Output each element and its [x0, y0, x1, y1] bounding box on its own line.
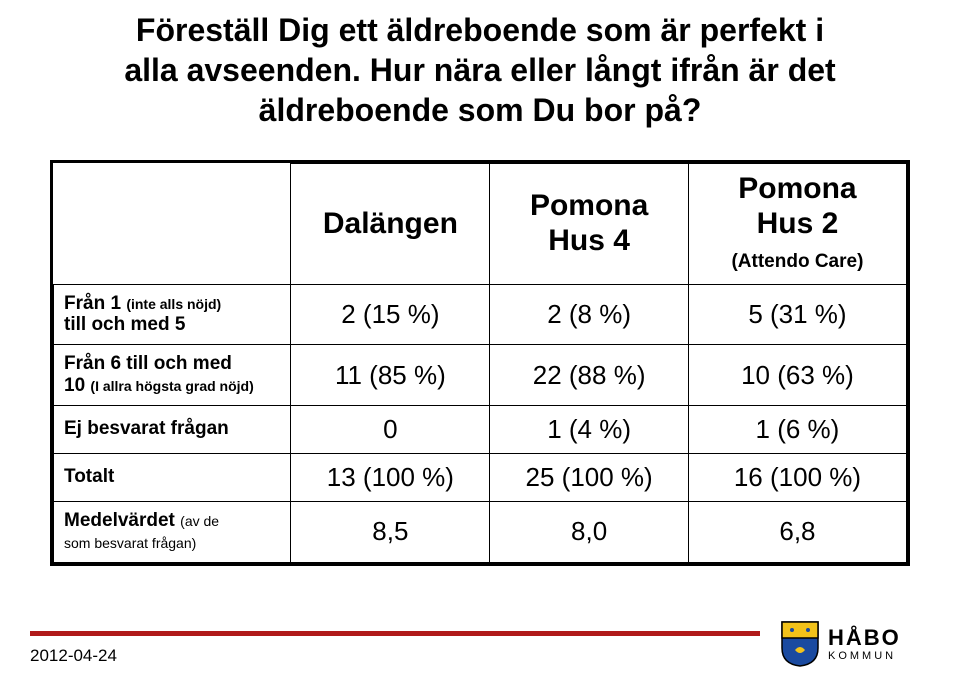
comparison-table: Dalängen Pomona Hus 4 Pomona Hus 2 (Atte… [50, 160, 910, 566]
cell-r5-c3: 6,8 [688, 501, 906, 562]
cell-r4-c1: 13 (100 %) [291, 453, 490, 501]
col-header-2: Pomona Hus 4 [490, 164, 689, 285]
cell-r1-c2: 2 (8 %) [490, 284, 689, 345]
row-1-tail: till och med 5 [64, 314, 185, 335]
cell-r2-c1: 11 (85 %) [291, 345, 490, 406]
col-header-3-label: Pomona Hus 2 [738, 172, 856, 240]
cell-r3-c3: 1 (6 %) [688, 405, 906, 453]
cell-r5-c1: 8,5 [291, 501, 490, 562]
cell-r2-c2: 22 (88 %) [490, 345, 689, 406]
col-header-1: Dalängen [291, 164, 490, 285]
brand-sub: KOMMUN [828, 651, 901, 662]
table: Dalängen Pomona Hus 4 Pomona Hus 2 (Atte… [53, 163, 907, 563]
row-1-main: Från 1 [64, 293, 126, 314]
row-2-label: Från 6 till och med 10 (I allra högsta g… [54, 345, 291, 406]
shield-icon [780, 620, 820, 668]
row-1-paren: (inte alls nöjd) [126, 296, 221, 312]
row-4-label: Totalt [54, 453, 291, 501]
cell-r2-c3: 10 (63 %) [688, 345, 906, 406]
table-row: Från 6 till och med 10 (I allra högsta g… [54, 345, 907, 406]
brand-main: HÅBO [828, 627, 901, 649]
row-1-label: Från 1 (inte alls nöjd) till och med 5 [54, 284, 291, 345]
cell-r1-c1: 2 (15 %) [291, 284, 490, 345]
table-row: Från 1 (inte alls nöjd) till och med 5 2… [54, 284, 907, 345]
row-4-main: Totalt [64, 466, 114, 487]
row-5-main: Medelvärdet [64, 510, 180, 531]
table-row: Totalt 13 (100 %) 25 (100 %) 16 (100 %) [54, 453, 907, 501]
table-header-row: Dalängen Pomona Hus 4 Pomona Hus 2 (Atte… [54, 164, 907, 285]
table-row: Ej besvarat frågan 0 1 (4 %) 1 (6 %) [54, 405, 907, 453]
col-header-3: Pomona Hus 2 (Attendo Care) [688, 164, 906, 285]
cell-r3-c2: 1 (4 %) [490, 405, 689, 453]
table-row: Medelvärdet (av de som besvarat frågan) … [54, 501, 907, 562]
table-corner-blank [54, 164, 291, 285]
cell-r5-c2: 8,0 [490, 501, 689, 562]
cell-r4-c3: 16 (100 %) [688, 453, 906, 501]
slide: Föreställ Dig ett äldreboende som är per… [0, 0, 960, 684]
col-header-1-label: Dalängen [323, 207, 458, 240]
row-2-paren: (I allra högsta grad nöjd) [90, 378, 253, 394]
footer-divider [30, 631, 760, 636]
row-3-main: Ej besvarat frågan [64, 418, 229, 439]
page-title: Föreställ Dig ett äldreboende som är per… [30, 10, 930, 130]
footer-date: 2012-04-24 [30, 646, 117, 666]
cell-r4-c2: 25 (100 %) [490, 453, 689, 501]
brand-logo: HÅBO KOMMUN [780, 614, 935, 674]
brand-text: HÅBO KOMMUN [828, 627, 901, 662]
row-5-label: Medelvärdet (av de som besvarat frågan) [54, 501, 291, 562]
col-header-2-label: Pomona Hus 4 [530, 189, 648, 257]
cell-r3-c1: 0 [291, 405, 490, 453]
col-header-3-sub: (Attendo Care) [731, 251, 863, 272]
row-3-label: Ej besvarat frågan [54, 405, 291, 453]
cell-r1-c3: 5 (31 %) [688, 284, 906, 345]
